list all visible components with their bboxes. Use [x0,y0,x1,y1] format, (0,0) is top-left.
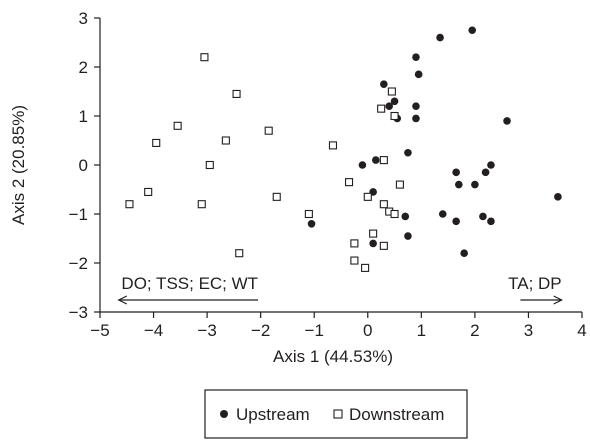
x-tick-label: −2 [251,321,270,340]
legend-downstream-marker [333,409,343,419]
y-tick-label: −2 [69,254,88,273]
x-tick-label: −4 [144,321,163,340]
upstream-points [307,26,562,257]
upstream-point [468,26,477,35]
x-tick-label: 0 [363,321,372,340]
upstream-point [369,239,377,248]
right-arrow-annotation: TA; DP [508,274,563,305]
x-axis-ticks: −5 −4 −3 −2 −1 0 1 2 3 4 [90,312,587,340]
downstream-point [144,187,153,196]
axes [99,18,582,313]
legend-upstream-label: Upstream [236,405,310,424]
upstream-point [460,249,468,257]
downstream-point [377,104,386,113]
downstream-point [350,256,359,265]
upstream-point [487,217,495,226]
upstream-point [481,168,490,177]
upstream-point [401,212,410,221]
downstream-point [272,192,281,201]
downstream-point [328,141,338,150]
downstream-point [221,136,230,145]
upstream-point [307,220,316,228]
upstream-point [455,180,463,189]
y-tick-label: 1 [79,107,88,126]
downstream-points [125,53,404,272]
downstream-point [361,263,370,272]
x-tick-label: 1 [417,321,426,340]
downstream-point [232,89,241,98]
x-tick-label: 2 [470,321,479,340]
upstream-point [358,161,367,169]
downstream-point [350,239,359,248]
downstream-point [152,138,161,147]
left-arrowhead [117,295,128,305]
downstream-point [205,160,214,170]
x-tick-label: −3 [197,321,216,340]
downstream-point [395,180,404,189]
legend: Upstream Downstream [204,389,468,439]
y-tick-label: 2 [79,58,88,77]
upstream-point [471,180,479,189]
upstream-point [404,148,412,157]
upstream-point [412,53,420,61]
upstream-point [390,97,399,106]
downstream-point [363,192,372,201]
x-axis-title: Axis 1 (44.53%) [273,347,393,366]
left-arrow-label: DO; TSS; EC; WT [121,274,258,293]
y-axis-ticks: −3 −2 −1 0 1 2 3 [69,9,100,322]
upstream-point [438,210,447,218]
x-tick-label: −5 [90,321,109,340]
upstream-point [487,161,495,169]
downstream-point [304,209,313,219]
upstream-point [385,102,394,110]
y-axis-title: Axis 2 (20.85%) [9,105,28,225]
right-arrowhead [553,295,563,305]
downstream-point [369,229,378,238]
downstream-point [379,156,388,165]
downstream-point [264,126,273,135]
upstream-point [436,33,444,42]
downstream-point [379,241,388,250]
y-tick-label: −3 [69,303,88,322]
downstream-point [379,200,388,209]
downstream-point [387,87,396,96]
upstream-point [412,114,420,123]
x-tick-label: 3 [524,321,533,340]
legend-downstream-label: Downstream [349,405,444,424]
downstream-point [390,209,399,219]
upstream-point [412,102,420,110]
x-tick-label: −1 [305,321,324,340]
upstream-point [452,168,460,177]
left-arrow-annotation: DO; TSS; EC; WT [117,274,258,305]
legend-upstream-marker [220,410,228,418]
upstream-point [380,80,388,88]
downstream-point [235,249,244,258]
downstream-point [344,178,354,187]
downstream-point [200,53,209,62]
upstream-point [372,156,380,164]
downstream-point [173,121,182,130]
upstream-point [479,212,487,221]
downstream-point [125,200,134,209]
downstream-point [197,200,206,209]
y-tick-label: 3 [79,9,88,28]
upstream-point [404,232,412,240]
right-arrow-label: TA; DP [508,274,562,293]
y-tick-label: −1 [69,205,88,224]
upstream-point [452,217,460,226]
y-tick-label: 0 [79,156,88,175]
x-tick-label: 4 [577,321,586,340]
downstream-point [390,111,399,121]
upstream-point [554,193,562,201]
upstream-point [414,70,423,79]
upstream-point [503,117,511,125]
